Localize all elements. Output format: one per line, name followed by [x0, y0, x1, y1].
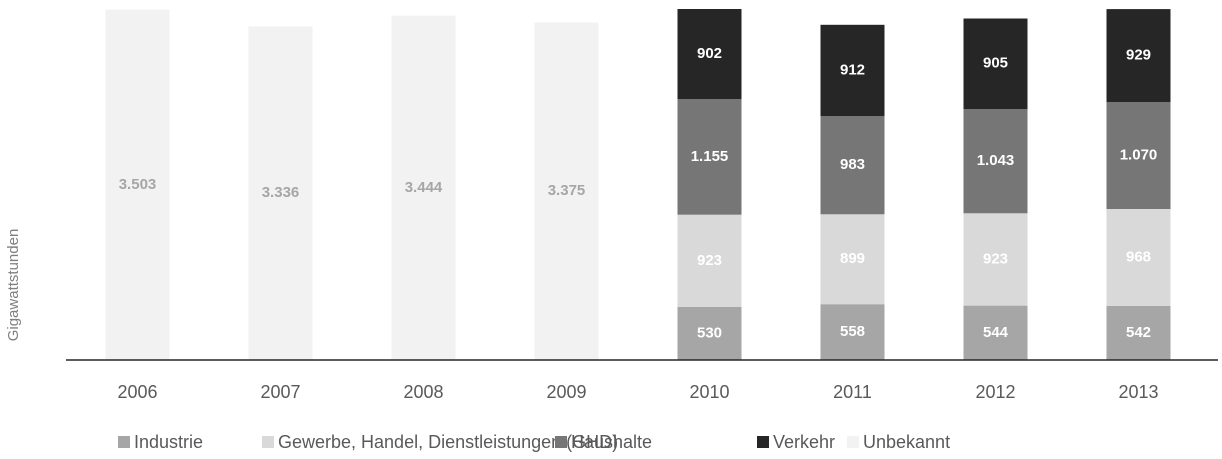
bar-segment: [1106, 305, 1171, 360]
bar-segment: [677, 9, 742, 100]
value-label: 912: [840, 61, 865, 78]
value-label: 1.070: [1120, 146, 1158, 163]
value-label: 899: [840, 250, 865, 267]
bar-segment: [534, 22, 599, 360]
value-label: 1.155: [691, 148, 729, 165]
bar-segment: [677, 307, 742, 360]
x-tick-label: 2008: [403, 382, 443, 402]
legend-label: Verkehr: [773, 432, 835, 452]
legend-label: Unbekannt: [863, 432, 950, 452]
value-label: 530: [697, 324, 722, 341]
value-label: 923: [697, 252, 722, 269]
bar-segment: [963, 109, 1028, 214]
legend-swatch: [847, 436, 859, 448]
value-label: 905: [983, 55, 1008, 72]
value-label: 3.444: [405, 179, 443, 196]
value-label: 923: [983, 250, 1008, 267]
value-label: 902: [697, 45, 722, 62]
legend-label: Haushalte: [571, 432, 652, 452]
x-tick-label: 2012: [975, 382, 1015, 402]
legend-swatch: [262, 436, 274, 448]
x-tick-label: 2013: [1118, 382, 1158, 402]
bar-segment: [1106, 102, 1171, 209]
bar-segment: [820, 304, 885, 360]
y-axis-label: Gigawattstunden: [5, 229, 22, 342]
value-label: 3.336: [262, 184, 300, 201]
bar-segment: [820, 214, 885, 305]
bar-segment: [391, 15, 456, 360]
legend-swatch: [757, 436, 769, 448]
legend-swatch: [118, 436, 130, 448]
value-label: 1.043: [977, 152, 1015, 169]
bar-segment: [677, 214, 742, 307]
bar-segment: [105, 9, 170, 360]
value-label: 3.503: [119, 176, 157, 193]
bar-segment: [963, 18, 1028, 109]
legend-label: Gewerbe, Handel, Dienstleistungen (GHD): [278, 432, 618, 452]
x-tick-label: 2010: [689, 382, 729, 402]
value-label: 983: [840, 156, 865, 173]
value-label: 544: [983, 324, 1009, 341]
value-label: 542: [1126, 324, 1151, 341]
legend-label: Industrie: [134, 432, 203, 452]
bar-segment: [1106, 209, 1171, 306]
x-tick-label: 2007: [260, 382, 300, 402]
bar-segment: [248, 26, 313, 361]
bar-segment: [677, 99, 742, 215]
x-tick-label: 2011: [833, 382, 872, 402]
legend-swatch: [555, 436, 567, 448]
value-label: 558: [840, 323, 865, 340]
x-tick-label: 2006: [117, 382, 157, 402]
bar-segment: [820, 24, 885, 116]
bar-segment: [1106, 9, 1171, 103]
value-label: 968: [1126, 248, 1151, 265]
bar-segment: [963, 305, 1028, 360]
value-label: 929: [1126, 47, 1151, 64]
bar-segment: [820, 116, 885, 215]
bar-segment: [963, 213, 1028, 306]
x-tick-label: 2009: [546, 382, 586, 402]
value-label: 3.375: [548, 182, 586, 199]
